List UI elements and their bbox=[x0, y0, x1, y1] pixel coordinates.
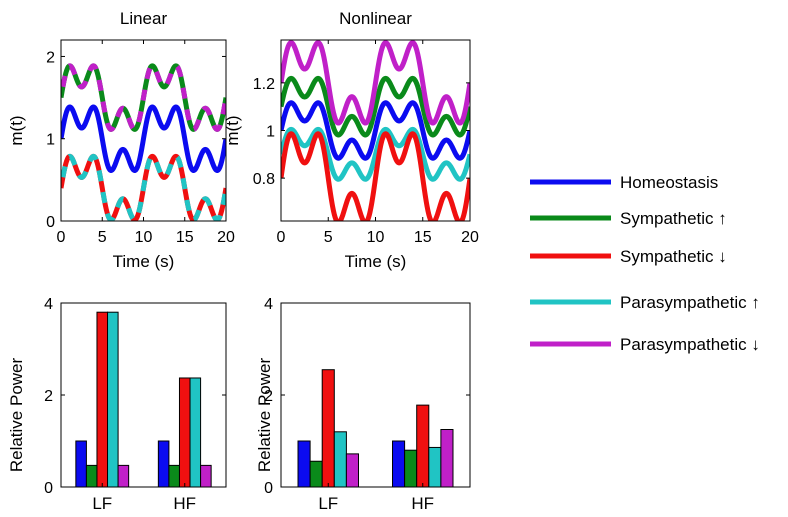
y-tick-label: 0 bbox=[46, 214, 55, 231]
legend-label: Homeostasis bbox=[620, 173, 718, 192]
legend-label: Parasympathetic ↓ bbox=[620, 335, 760, 354]
x-tick-label: 10 bbox=[135, 229, 153, 246]
x-tick-label: 0 bbox=[57, 229, 66, 246]
bar-lf-para_down bbox=[117, 464, 130, 488]
bar-lf-symp_up bbox=[309, 460, 323, 488]
y-tick-label: 1.2 bbox=[253, 76, 275, 93]
y-tick-label: 4 bbox=[264, 296, 273, 313]
y-tick-label: 1 bbox=[46, 132, 55, 149]
bar-hf-para_down bbox=[200, 464, 212, 488]
panel-nonlinear-time: 0 5 10 15 20 0.8 1 1.2 Nonlinear Time (s) m(t) bbox=[223, 9, 479, 271]
bar-hf-symp_down bbox=[416, 404, 430, 488]
y-tick-label: 2 bbox=[44, 388, 53, 405]
y-tick-label: 4 bbox=[44, 296, 53, 313]
y-tick-label: 2 bbox=[264, 388, 273, 405]
y-axis-label: m(t) bbox=[223, 115, 242, 145]
legend: Homeostasis Sympathetic ↑ Sympathetic ↓ Par… bbox=[530, 173, 760, 354]
panel-nonlinear-power: LF HF 0 2 4 Relative Power bbox=[255, 296, 471, 513]
bar-lf-para_up bbox=[107, 311, 119, 488]
x-tick-label: LF bbox=[92, 494, 112, 513]
bar-lf-homeostasis bbox=[75, 440, 87, 488]
panel-linear-time: 0 5 10 15 20 0 1 2 Linear Time (s) m(t) bbox=[7, 9, 235, 271]
x-tick-label: 5 bbox=[324, 229, 333, 246]
y-tick-label: 2 bbox=[46, 49, 55, 66]
x-tick-label: 15 bbox=[414, 229, 432, 246]
series-line-homeostasis bbox=[61, 104, 226, 173]
bar-hf-para_up bbox=[189, 377, 202, 488]
x-tick-label: 20 bbox=[461, 229, 479, 246]
bar-lf-homeostasis bbox=[297, 440, 311, 488]
legend-label: Sympathetic ↑ bbox=[620, 209, 727, 228]
series-line-symp_down bbox=[281, 131, 470, 221]
bar-hf-para_down bbox=[440, 429, 454, 488]
series-line-homeostasis bbox=[281, 100, 470, 161]
bar-lf-symp_up bbox=[85, 464, 98, 488]
legend-label: Parasympathetic ↑ bbox=[620, 293, 760, 312]
x-tick-label: HF bbox=[411, 494, 434, 513]
legend-label: Sympathetic ↓ bbox=[620, 247, 727, 266]
bar-lf-para_up bbox=[333, 431, 347, 488]
x-axis-label: Time (s) bbox=[113, 252, 175, 271]
chart-title: Linear bbox=[120, 9, 168, 28]
series-dash-para_down bbox=[61, 63, 226, 132]
bar-hf-homeostasis bbox=[157, 440, 170, 488]
series-line-para_down bbox=[281, 40, 470, 126]
bar-hf-symp_down bbox=[178, 377, 191, 488]
x-tick-label: LF bbox=[318, 494, 338, 513]
x-axis-label: Time (s) bbox=[345, 252, 407, 271]
y-tick-label: 1 bbox=[266, 124, 275, 141]
x-tick-label: 0 bbox=[277, 229, 286, 246]
x-tick-label: 20 bbox=[217, 229, 235, 246]
series-dash-para_up bbox=[61, 153, 226, 221]
x-tick-label: 15 bbox=[176, 229, 194, 246]
series-line-para_up bbox=[281, 126, 470, 182]
y-axis-label: Relative Power bbox=[255, 357, 274, 472]
x-tick-label: 10 bbox=[367, 229, 385, 246]
y-axis-label: m(t) bbox=[7, 115, 26, 145]
chart-title: Nonlinear bbox=[339, 9, 412, 28]
x-tick-label: HF bbox=[173, 494, 196, 513]
bar-lf-symp_down bbox=[321, 369, 335, 488]
bar-hf-homeostasis bbox=[392, 440, 406, 488]
y-tick-label: 0 bbox=[264, 480, 273, 497]
bar-hf-symp_up bbox=[168, 464, 180, 488]
bar-lf-symp_down bbox=[96, 311, 109, 488]
bar-hf-para_up bbox=[428, 446, 442, 488]
panel-linear-power: LF HF 0 2 4 Relative Power bbox=[7, 296, 227, 513]
y-axis-label: Relative Power bbox=[7, 357, 26, 472]
bar-lf-para_down bbox=[345, 453, 359, 488]
bar-hf-symp_up bbox=[404, 449, 418, 488]
y-tick-label: 0 bbox=[44, 480, 53, 497]
y-tick-label: 0.8 bbox=[253, 171, 275, 188]
series-line-symp_up bbox=[281, 75, 470, 138]
x-tick-label: 5 bbox=[98, 229, 107, 246]
